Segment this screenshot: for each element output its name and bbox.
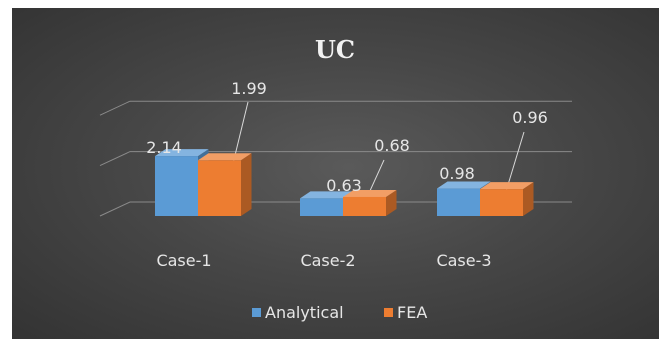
bar-top-analytical-case-3 bbox=[437, 181, 491, 189]
bar-side-fea-case-1 bbox=[241, 153, 252, 216]
bar-top-analytical-case-2 bbox=[300, 191, 354, 199]
legend-swatch-fea bbox=[384, 308, 393, 317]
legend-label-fea: FEA bbox=[397, 303, 427, 322]
legend: Analytical FEA bbox=[252, 303, 427, 322]
bar-analytical-case-3 bbox=[437, 188, 480, 216]
bar-top-analytical-case-1 bbox=[155, 149, 209, 157]
bar-fea-case-2 bbox=[343, 196, 386, 216]
uc-bar-chart: UC 2.14 0.63 0.98 1.99 0.68 0.96 Case-1 Case-2… bbox=[99, 35, 572, 322]
bar-top-fea-case-2 bbox=[343, 189, 397, 197]
data-label-analytical-case-1: 2.14 bbox=[146, 138, 182, 157]
data-label-analytical-case-2: 0.63 bbox=[326, 176, 362, 195]
bar-analytical-case-1 bbox=[155, 156, 198, 216]
gridline-diagonal bbox=[99, 151, 131, 167]
bars bbox=[155, 149, 534, 216]
data-label-fea-case-1: 1.99 bbox=[231, 79, 267, 98]
bar-fea-case-1 bbox=[198, 160, 241, 216]
chart-title: UC bbox=[315, 35, 355, 64]
bar-analytical-case-2 bbox=[300, 198, 343, 216]
legend-swatch-analytical bbox=[252, 308, 261, 317]
bar-side-fea-case-2 bbox=[386, 189, 397, 216]
bar-side-fea-case-3 bbox=[523, 182, 534, 216]
category-labels: Case-1 Case-2 Case-3 bbox=[156, 251, 491, 270]
bar-fea-case-3 bbox=[480, 189, 523, 216]
data-label-fea-case-2: 0.68 bbox=[374, 136, 410, 155]
bar-top-fea-case-3 bbox=[480, 182, 534, 190]
category-label-case-2: Case-2 bbox=[300, 251, 355, 270]
bar-top-fea-case-1 bbox=[198, 153, 252, 161]
legend-label-analytical: Analytical bbox=[265, 303, 344, 322]
gridline-diagonal bbox=[99, 201, 131, 217]
gridline-diagonal bbox=[99, 100, 131, 116]
data-label-fea-case-3: 0.96 bbox=[512, 108, 548, 127]
data-labels: 2.14 0.63 0.98 1.99 0.68 0.96 bbox=[146, 79, 548, 195]
data-label-analytical-case-3: 0.98 bbox=[439, 164, 475, 183]
chart-panel: UC 2.14 0.63 0.98 1.99 0.68 0.96 Case-1 Case-2… bbox=[12, 8, 659, 339]
category-label-case-3: Case-3 bbox=[436, 251, 491, 270]
category-label-case-1: Case-1 bbox=[156, 251, 211, 270]
